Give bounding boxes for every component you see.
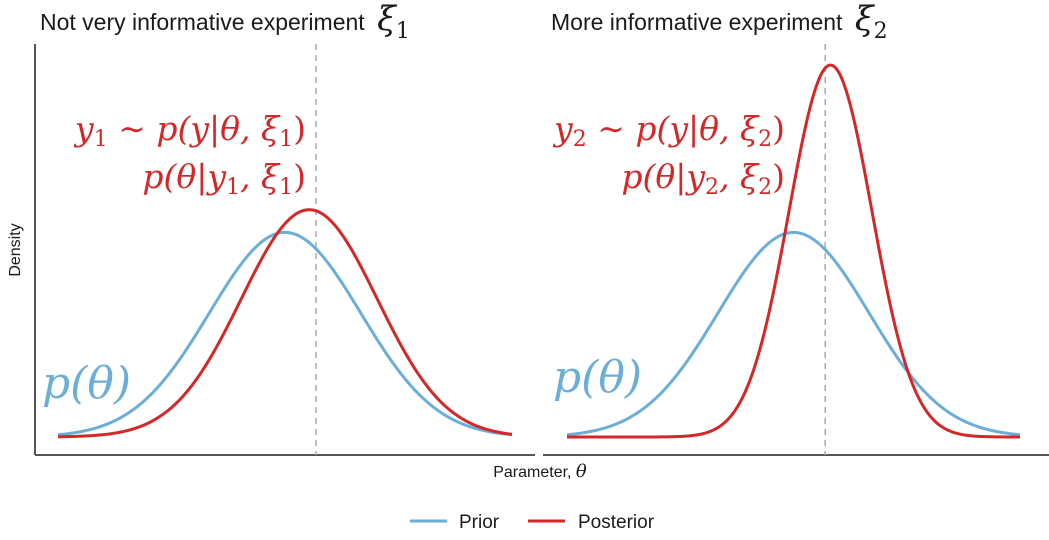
panel-2-title-symbol: ξ: [855, 0, 876, 39]
panel-1-prior-curve: [57, 230, 513, 437]
x-axis-label-text: Parameter,: [493, 464, 576, 481]
x-axis-label-theta: θ: [576, 461, 587, 482]
panel-2-prior-annotation: p(θ): [553, 352, 642, 403]
panel-1-posterior-curve: [57, 208, 513, 439]
panel-2-title-subscript: 2: [874, 19, 888, 44]
legend-posterior-label: Posterior: [578, 512, 655, 533]
panel-2-title: More informative experiment ξ2: [551, 0, 888, 44]
panel-2-posterior-curve: [567, 63, 1020, 439]
panel-1-title: Not very informative experiment ξ1: [40, 0, 410, 44]
panel-1-title-text: Not very informative experiment: [40, 9, 365, 35]
panel-1-prior-annotation: p(θ): [42, 358, 131, 409]
legend: Prior Posterior: [410, 512, 655, 533]
y-axis-label: Density: [7, 223, 24, 276]
panel-2-prior-curve: [566, 230, 1021, 437]
x-axis-label: Parameter, θ: [493, 461, 587, 482]
legend-prior-label: Prior: [459, 512, 500, 533]
panel-1-likelihood-annotation: y1 ∼ p(y|θ, ξ1): [73, 109, 306, 152]
panel-1-title-subscript: 1: [396, 19, 410, 44]
panel-1-title-symbol: ξ: [377, 0, 398, 39]
panel-2-posterior-annotation: p(θ|y2, ξ2): [621, 157, 785, 200]
panel-1-posterior-annotation: p(θ|y1, ξ1): [142, 157, 306, 200]
panel-2-title-text: More informative experiment: [551, 9, 843, 35]
panel-2-likelihood-annotation: y2 ∼ p(y|θ, ξ2): [552, 109, 785, 152]
